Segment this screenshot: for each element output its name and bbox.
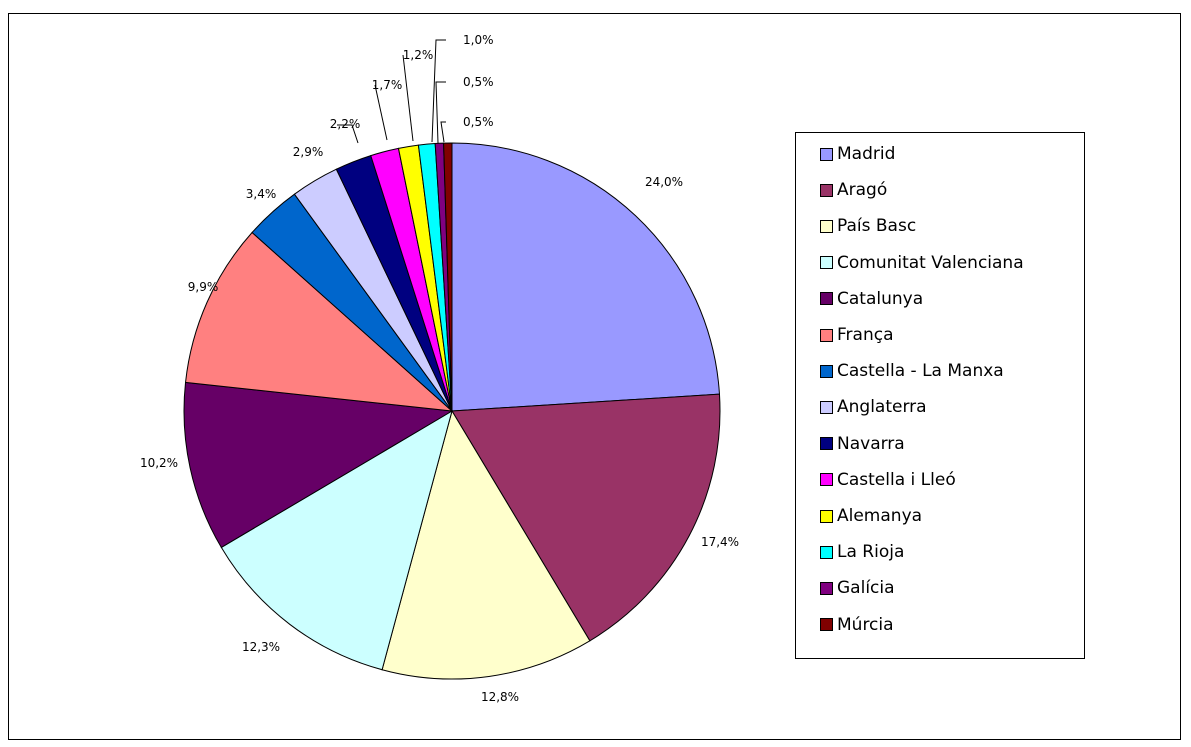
legend-swatch [820,400,833,414]
legend-label: La Rioja [837,542,905,563]
pie-slice [220,409,453,671]
legend-swatch [820,364,833,378]
leader-line [435,81,446,144]
legend-swatch [820,437,833,451]
pie-slice [443,142,453,412]
leader-lines [337,39,446,144]
data-label: 12,8% [481,690,519,704]
legend-label: Catalunya [837,288,924,309]
legend-label: Comunitat Valenciana [837,252,1024,273]
data-label: 2,9% [293,145,324,159]
legend-label: França [837,325,894,345]
data-label: 17,4% [701,535,739,549]
data-label: 1,7% [372,78,403,92]
legend-item: Catalunya [820,288,923,310]
data-label: 3,4% [246,187,277,201]
pie-slices [183,142,721,680]
pie-chart: 24,0% 17,4% 12,8% 12,3% 10,2% 9,9% 3,4% 2,9% 2,2… [140,33,739,704]
legend-item: Castella i Lleó [820,469,956,491]
legend: Madrid Aragó País Basc Comunitat Valenciana… [795,132,1085,659]
pie-slice [451,393,721,642]
leader-line [440,121,446,143]
legend-item: Castella - La Manxa [820,360,1004,382]
legend-label: Aragó [837,180,888,201]
leader-line [431,39,446,143]
legend-label: Anglaterra [837,397,927,418]
data-label: 1,0% [463,33,494,47]
legend-swatch [820,581,833,595]
legend-swatch [820,183,833,197]
legend-swatch [820,545,833,559]
legend-swatch [820,473,833,487]
legend-item: Madrid [820,143,895,165]
legend-item: Aragó [820,179,887,201]
legend-swatch [820,328,833,342]
data-label: 9,9% [188,280,219,294]
chart-area: 24,0% 17,4% 12,8% 12,3% 10,2% 9,9% 3,4% 2,9% 2,2… [8,13,1181,740]
pie-slice [183,381,454,549]
legend-swatch [820,292,833,306]
legend-swatch [820,147,833,161]
legend-label: Alemanya [837,506,923,526]
data-label: 0,5% [463,115,494,129]
legend-swatch [820,509,833,523]
data-label: 1,2% [403,48,434,62]
data-label: 2,2% [330,117,361,131]
legend-swatch [820,219,833,233]
legend-item: Galícia [820,577,895,599]
data-labels: 24,0% 17,4% 12,8% 12,3% 10,2% 9,9% 3,4% 2,9% 2,2… [140,33,739,704]
legend-label: Madrid [837,144,896,164]
leader-line [337,124,359,144]
leader-line [374,84,388,141]
legend-item: Navarra [820,433,905,455]
data-label: 24,0% [645,175,683,189]
legend-swatch [820,618,833,632]
legend-label: Castella - La Manxa [837,361,1004,382]
legend-item: Múrcia [820,614,894,636]
legend-item: Alemanya [820,505,922,527]
legend-swatch [820,256,833,270]
legend-label: Múrcia [837,614,894,635]
leader-line [402,54,414,142]
data-label: 10,2% [140,456,178,470]
pie-slice [184,231,454,412]
legend-label: Galícia [837,578,895,599]
data-label: 12,3% [242,640,280,654]
legend-item: França [820,324,894,346]
legend-label: Castella i Lleó [837,469,956,490]
data-label: 0,5% [463,75,494,89]
legend-item: País Basc [820,215,916,237]
legend-label: Navarra [837,433,905,454]
legend-item: Anglaterra [820,396,927,418]
legend-label: País Basc [837,216,917,237]
legend-item: Comunitat Valenciana [820,252,1024,274]
legend-item: La Rioja [820,541,904,563]
pie-slice [451,142,721,412]
